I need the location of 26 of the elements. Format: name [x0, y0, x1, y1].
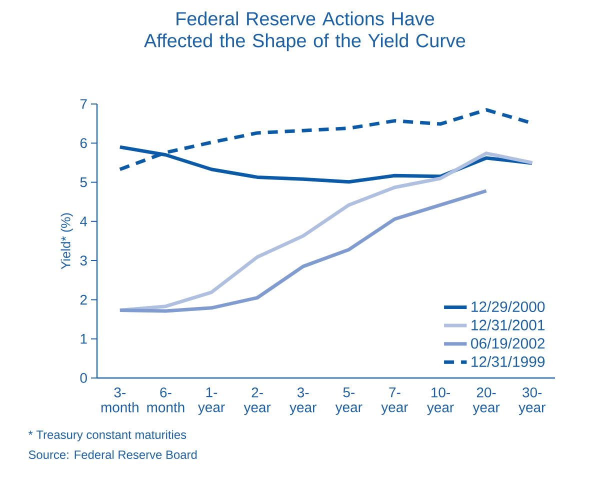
legend-label: 12/29/2000 — [472, 301, 545, 312]
x-tick-label: 7- year — [381, 388, 408, 415]
source-note: Source: Federal Reserve Board — [28, 450, 197, 459]
x-tick-label: 30- year — [518, 387, 546, 416]
y-tick-label: 0 — [80, 373, 87, 383]
y-tick-label: 6 — [80, 138, 87, 148]
y-tick-label: 3 — [80, 256, 87, 266]
text: * Treasury constant maturities — [28, 430, 186, 442]
x-tick-label: 20- year — [472, 387, 500, 416]
legend-label: 12/31/2001 — [472, 319, 545, 330]
y-tick-label: 7 — [80, 99, 87, 109]
x-tick-label: 6- month — [147, 387, 184, 412]
x-tick-label: 10- year — [426, 387, 454, 416]
legend-label: 06/19/2002 — [471, 338, 544, 349]
x-tick-label: 3- year — [290, 387, 316, 416]
y-axis-title: Yield* (%) — [60, 213, 73, 270]
chart-title: Federal Reserve Actions Have Affected the Shape of the Yield Curve — [144, 12, 466, 52]
y-tick-label: 2 — [80, 294, 87, 305]
x-tick-label: 2- year — [244, 387, 271, 416]
x-tick-label: 3- month — [101, 387, 138, 412]
legend-label: 12/31/1999 — [472, 356, 545, 367]
y-tick-label: 4 — [80, 216, 88, 226]
x-tick-label: 1- year — [198, 388, 225, 415]
y-tick-label: 5 — [80, 177, 87, 188]
y-tick-label: 1 — [80, 334, 87, 344]
x-tick-label: 5- year — [335, 388, 362, 415]
